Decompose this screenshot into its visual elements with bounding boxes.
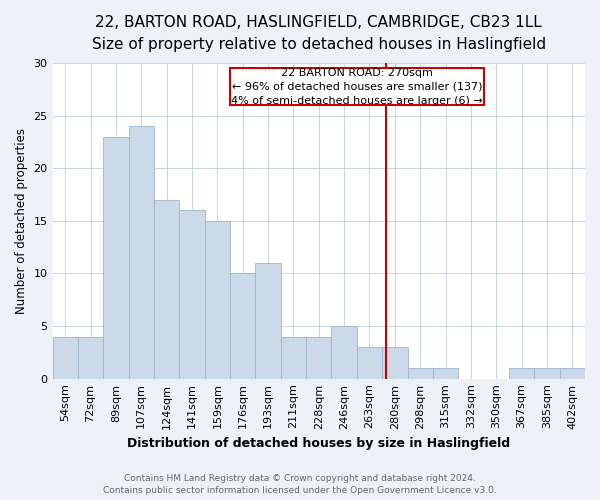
Text: Contains HM Land Registry data © Crown copyright and database right 2024.
Contai: Contains HM Land Registry data © Crown c… — [103, 474, 497, 495]
Bar — [230, 68, 484, 105]
Bar — [433, 368, 458, 378]
Bar — [331, 326, 357, 378]
Bar — [205, 221, 230, 378]
Bar — [382, 347, 407, 378]
Bar — [534, 368, 560, 378]
Bar — [407, 368, 433, 378]
Bar — [306, 336, 331, 378]
Bar — [357, 347, 382, 378]
Bar — [230, 274, 256, 378]
Bar — [53, 336, 78, 378]
X-axis label: Distribution of detached houses by size in Haslingfield: Distribution of detached houses by size … — [127, 437, 511, 450]
Bar — [179, 210, 205, 378]
Bar — [281, 336, 306, 378]
Y-axis label: Number of detached properties: Number of detached properties — [15, 128, 28, 314]
Bar — [154, 200, 179, 378]
Bar — [560, 368, 585, 378]
Bar — [78, 336, 103, 378]
Bar — [256, 263, 281, 378]
Bar — [509, 368, 534, 378]
Bar — [128, 126, 154, 378]
Bar — [103, 136, 128, 378]
Text: 22 BARTON ROAD: 270sqm
← 96% of detached houses are smaller (137)
4% of semi-det: 22 BARTON ROAD: 270sqm ← 96% of detached… — [231, 68, 482, 106]
Title: 22, BARTON ROAD, HASLINGFIELD, CAMBRIDGE, CB23 1LL
Size of property relative to : 22, BARTON ROAD, HASLINGFIELD, CAMBRIDGE… — [92, 15, 546, 52]
